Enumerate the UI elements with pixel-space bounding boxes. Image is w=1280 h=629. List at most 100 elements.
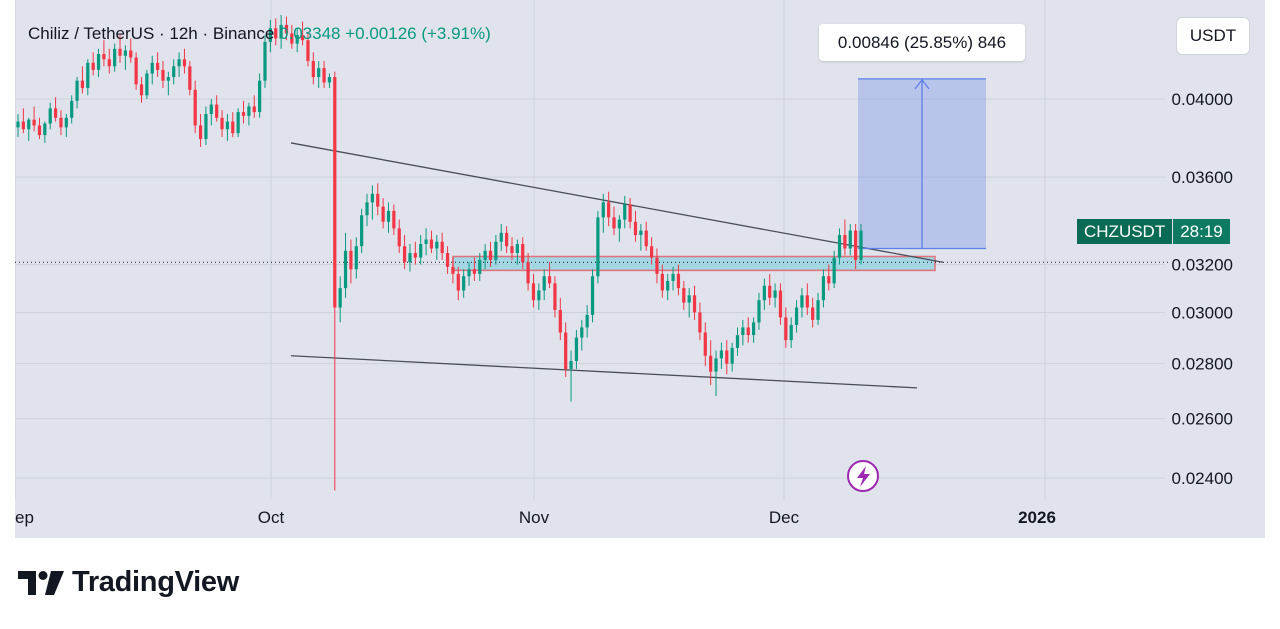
- candle-body: [564, 332, 568, 369]
- candle-body: [91, 62, 95, 70]
- candle-body: [633, 221, 638, 236]
- candle-body: [730, 347, 734, 364]
- candle-body: [386, 210, 391, 222]
- tradingview-logo-icon: [18, 570, 64, 595]
- time-axis-label: Dec: [769, 508, 800, 527]
- candle-body: [451, 266, 455, 274]
- candle-body: [580, 327, 584, 338]
- candle-body: [467, 269, 471, 277]
- price-axis-label: 0.04000: [1172, 90, 1233, 109]
- candle-body: [531, 283, 536, 301]
- lightning-bolt-icon: [857, 466, 870, 487]
- candle-body: [811, 307, 815, 320]
- price-axis-label: 0.03000: [1172, 303, 1233, 322]
- candle-body: [80, 80, 85, 88]
- candle-body: [569, 360, 573, 369]
- candle-body: [306, 40, 310, 62]
- candle-body: [53, 108, 58, 118]
- candle-body: [118, 48, 122, 56]
- candle-body: [832, 257, 836, 284]
- price-axis-label: 0.02400: [1172, 469, 1233, 488]
- candle-body: [27, 119, 31, 130]
- candle-body: [547, 276, 552, 284]
- candle-body: [488, 250, 493, 260]
- candle-body: [16, 121, 20, 128]
- candle-body: [784, 317, 788, 341]
- candle-body: [333, 77, 337, 308]
- candle-body: [220, 117, 224, 130]
- candle-body: [537, 290, 541, 301]
- candle-body: [553, 283, 557, 310]
- candle-body: [252, 106, 256, 113]
- candle-body: [494, 241, 498, 260]
- candle-body: [172, 66, 176, 78]
- candle-body: [360, 215, 364, 247]
- candle-body: [247, 106, 251, 116]
- candle-body: [129, 50, 133, 58]
- candle-body: [241, 112, 246, 116]
- candle-body: [741, 327, 745, 336]
- candle-body: [300, 35, 305, 41]
- candle-body: [499, 232, 503, 242]
- resistance-trendline: [290, 142, 944, 263]
- candle-body: [408, 253, 412, 263]
- candle-body: [338, 288, 342, 308]
- candle-body: [113, 48, 117, 67]
- candle-body: [424, 239, 428, 244]
- candle-body: [445, 253, 450, 267]
- candle-body: [402, 246, 407, 263]
- candle-body: [805, 295, 809, 308]
- candle-body: [649, 246, 654, 258]
- candle-body: [161, 69, 165, 81]
- candle-body: [655, 257, 659, 274]
- candle-body: [198, 125, 203, 140]
- candle-body: [773, 290, 777, 298]
- candle-body: [177, 59, 181, 67]
- candle-body: [698, 312, 702, 333]
- candle-body: [639, 230, 643, 236]
- candle-body: [150, 62, 154, 74]
- measure-arrow-head: [914, 78, 930, 90]
- candle-body: [735, 335, 740, 348]
- candle-body: [215, 104, 219, 118]
- candle-body: [268, 28, 272, 42]
- candle-body: [123, 50, 127, 56]
- candle-body: [843, 235, 847, 249]
- candle-body: [827, 276, 831, 284]
- candle-body: [32, 119, 36, 126]
- candle-body: [209, 104, 213, 114]
- tradingview-logo[interactable]: TradingView: [18, 566, 239, 599]
- candle-body: [413, 253, 417, 258]
- candle-body: [349, 250, 353, 270]
- legend-symbol: Chiliz / TetherUS · 12h · Binance: [28, 24, 275, 43]
- candle-body: [574, 337, 579, 361]
- support-zone: [452, 255, 936, 272]
- candle-body: [376, 193, 380, 207]
- time-axis-label: Oct: [258, 508, 285, 527]
- candle-body: [462, 276, 466, 291]
- candle-body: [231, 121, 235, 134]
- candle-body: [607, 202, 611, 218]
- candle-body: [612, 217, 616, 229]
- candle-body: [456, 273, 460, 291]
- time-axis-label: ep: [15, 508, 34, 527]
- candle-body: [859, 230, 863, 260]
- candle-body: [472, 269, 477, 274]
- candle-countdown: 28:19: [1172, 219, 1230, 244]
- candle-body: [671, 273, 675, 281]
- candle-body: [558, 309, 562, 333]
- candle-body: [789, 324, 793, 341]
- candle-body: [515, 243, 519, 254]
- price-axis-label: 0.02800: [1172, 355, 1233, 374]
- candle-body: [258, 80, 262, 113]
- candle-body: [75, 80, 79, 101]
- currency-button[interactable]: USDT: [1176, 17, 1250, 55]
- candle-body: [746, 327, 750, 336]
- candle-body: [757, 300, 761, 323]
- legend-change: +0.00126 (+3.91%): [345, 24, 491, 43]
- candle-body: [821, 276, 826, 301]
- chart-panel[interactable]: 0.02400 0.02600 0.02800 0.03000 0.03200 0.036…: [15, 0, 1265, 538]
- candle-body: [343, 250, 348, 289]
- candle-body: [429, 239, 434, 249]
- price-chart[interactable]: 0.02400 0.02600 0.02800 0.03000 0.03200 0.036…: [15, 0, 1265, 538]
